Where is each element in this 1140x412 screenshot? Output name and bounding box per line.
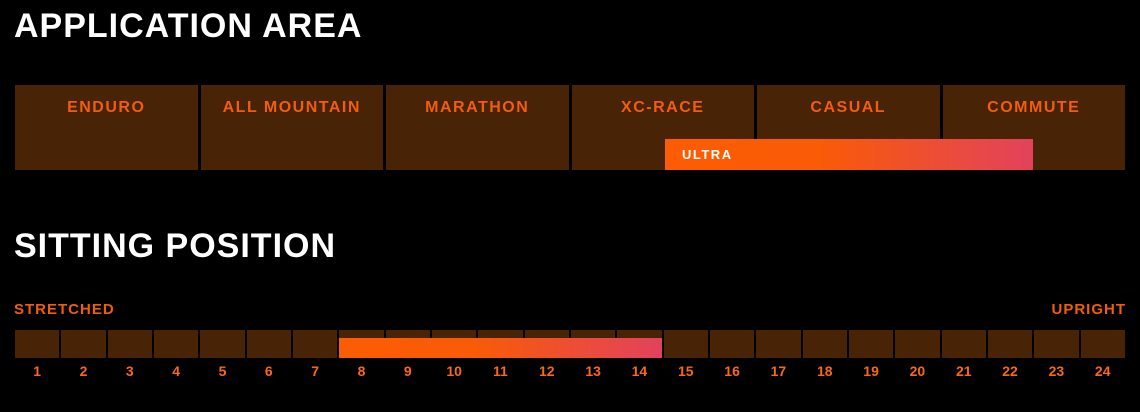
tick-label-1: 1 bbox=[33, 363, 42, 379]
tick-label-8: 8 bbox=[357, 363, 366, 379]
category-cell-marathon: MARATHON bbox=[386, 85, 569, 170]
tick-label-21: 21 bbox=[955, 363, 972, 379]
tick-label-2: 2 bbox=[79, 363, 88, 379]
scale-cell-22 bbox=[987, 330, 1033, 358]
tick-label-5: 5 bbox=[218, 363, 227, 379]
tick-label-4: 4 bbox=[172, 363, 181, 379]
sitting-range-bar bbox=[339, 338, 662, 358]
tick-label-12: 12 bbox=[538, 363, 555, 379]
category-cells-row: ENDURO ALL MOUNTAIN MARATHON XC-RACE CASUAL C… bbox=[15, 85, 1125, 170]
scale-cell-23 bbox=[1034, 330, 1079, 358]
tick-label-18: 18 bbox=[816, 363, 833, 379]
tick-label-23: 23 bbox=[1048, 363, 1065, 379]
sitting-position-title: SITTING POSITION bbox=[14, 227, 337, 265]
sitting-position-scale bbox=[15, 330, 1125, 358]
tick-label-11: 11 bbox=[493, 363, 508, 379]
scale-cell-17 bbox=[756, 330, 801, 358]
tick-label-7: 7 bbox=[311, 363, 320, 379]
tick-label-3: 3 bbox=[125, 363, 134, 379]
scale-cell-1 bbox=[15, 330, 60, 358]
tick-label-24: 24 bbox=[1094, 363, 1111, 379]
upright-label: UPRIGHT bbox=[1051, 301, 1126, 318]
scale-cell-24 bbox=[1080, 330, 1125, 358]
tick-label-20: 20 bbox=[909, 363, 926, 379]
category-cell-enduro: ENDURO bbox=[15, 85, 198, 170]
tick-label-6: 6 bbox=[264, 363, 273, 379]
scale-cell-19 bbox=[848, 330, 894, 358]
scale-cell-18 bbox=[802, 330, 847, 358]
scale-cell-21 bbox=[941, 330, 986, 358]
stretched-label: STRETCHED bbox=[14, 301, 115, 318]
tick-label-14: 14 bbox=[631, 363, 648, 379]
scale-cell-3 bbox=[107, 330, 152, 358]
scale-tick-labels: 1 2 3 4 5 6 7 8 9 10 11 12 13 14 15 16 17 18 19 20 21 22 23 24 bbox=[15, 363, 1125, 379]
scale-cell-7 bbox=[292, 330, 338, 358]
category-cell-all-mountain: ALL MOUNTAIN bbox=[200, 85, 383, 170]
scale-end-labels: STRETCHED UPRIGHT bbox=[14, 301, 1126, 318]
tick-label-15: 15 bbox=[677, 363, 694, 379]
scale-cell-16 bbox=[709, 330, 755, 358]
ultra-range-bar: ULTRA bbox=[665, 139, 1033, 170]
ultra-range-label: ULTRA bbox=[682, 147, 733, 162]
application-area-title: APPLICATION AREA bbox=[14, 7, 363, 45]
scale-cell-4 bbox=[153, 330, 199, 358]
application-area-table: ENDURO ALL MOUNTAIN MARATHON XC-RACE CASUAL C… bbox=[15, 85, 1125, 170]
tick-label-16: 16 bbox=[724, 363, 740, 379]
scale-cell-5 bbox=[200, 330, 245, 358]
tick-label-10: 10 bbox=[446, 363, 462, 379]
scale-cell-15 bbox=[663, 330, 708, 358]
tick-label-19: 19 bbox=[863, 363, 879, 379]
scale-cell-6 bbox=[246, 330, 291, 358]
tick-label-13: 13 bbox=[585, 363, 601, 379]
tick-label-22: 22 bbox=[1002, 363, 1018, 379]
scale-cell-20 bbox=[895, 330, 940, 358]
tick-label-17: 17 bbox=[770, 363, 787, 379]
scale-cell-2 bbox=[61, 330, 106, 358]
tick-label-9: 9 bbox=[403, 363, 412, 379]
